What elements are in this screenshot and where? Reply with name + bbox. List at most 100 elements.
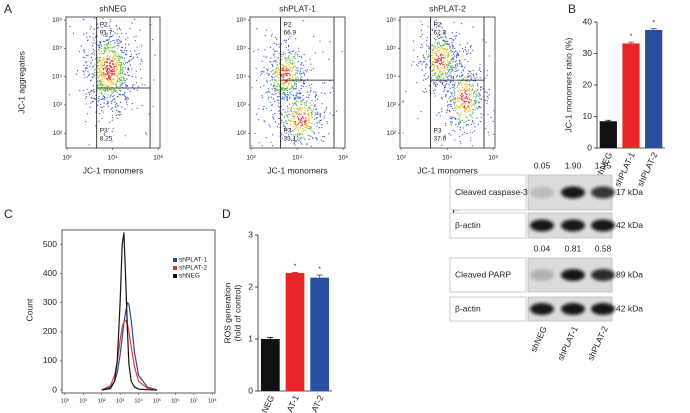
event-dot bbox=[306, 143, 308, 145]
event-dot bbox=[115, 107, 117, 109]
event-dot bbox=[112, 110, 114, 112]
event-dot bbox=[106, 44, 108, 47]
lane-label: shPLAT-1 bbox=[555, 324, 580, 362]
event-dot bbox=[135, 35, 137, 38]
y-tick-label: 200 bbox=[43, 326, 57, 336]
event-dot bbox=[107, 52, 109, 54]
event-dot bbox=[291, 85, 293, 87]
event-dot bbox=[440, 81, 442, 83]
event-dot bbox=[116, 33, 118, 35]
event-dot bbox=[112, 51, 114, 53]
event-dot bbox=[112, 78, 114, 80]
y-tick-label: 10⁶ bbox=[236, 17, 246, 24]
event-dot bbox=[108, 51, 110, 54]
event-dot bbox=[437, 47, 439, 49]
event-dot bbox=[278, 99, 280, 102]
event-dot bbox=[266, 80, 268, 82]
event-dot bbox=[402, 100, 404, 102]
event-dot bbox=[298, 55, 300, 58]
event-dot bbox=[263, 120, 265, 122]
region-name: P2 bbox=[434, 22, 442, 29]
event-dot bbox=[293, 139, 295, 141]
event-dot bbox=[308, 107, 310, 109]
event-dot bbox=[102, 76, 104, 78]
event-dot bbox=[475, 73, 477, 75]
event-dot bbox=[109, 64, 111, 66]
event-dot bbox=[285, 129, 287, 131]
event-dot bbox=[90, 25, 92, 27]
event-dot bbox=[100, 82, 102, 84]
event-dot bbox=[422, 61, 424, 63]
event-dot bbox=[465, 125, 467, 127]
significance-mark: * bbox=[294, 263, 297, 270]
event-dot bbox=[451, 51, 453, 53]
event-dot bbox=[101, 75, 103, 77]
event-dot bbox=[282, 53, 284, 55]
event-dot bbox=[113, 78, 115, 80]
event-dot bbox=[128, 69, 130, 71]
event-dot bbox=[461, 47, 464, 50]
event-dot bbox=[464, 109, 466, 111]
event-dot bbox=[100, 66, 102, 68]
event-dot bbox=[290, 107, 292, 109]
x-tick-label: 10² bbox=[62, 155, 72, 162]
event-dot bbox=[281, 55, 283, 58]
event-dot bbox=[280, 89, 283, 91]
event-dot bbox=[300, 55, 302, 57]
event-dot bbox=[283, 87, 285, 90]
event-dot bbox=[445, 96, 447, 98]
event-dot bbox=[109, 94, 111, 97]
event-dot bbox=[402, 132, 404, 134]
event-dot bbox=[289, 66, 291, 68]
event-dot bbox=[119, 56, 121, 58]
event-dot bbox=[450, 67, 452, 69]
event-dot bbox=[275, 72, 277, 74]
event-dot bbox=[308, 117, 310, 119]
event-dot bbox=[302, 116, 304, 118]
event-dot bbox=[457, 99, 459, 101]
event-dot bbox=[273, 76, 275, 78]
event-dot bbox=[303, 64, 305, 66]
event-dot bbox=[115, 39, 118, 41]
event-dot bbox=[435, 85, 437, 87]
event-dot bbox=[456, 86, 458, 88]
event-dot bbox=[112, 63, 114, 66]
event-dot bbox=[486, 70, 488, 72]
event-dot bbox=[298, 81, 300, 83]
event-dot bbox=[301, 85, 303, 87]
event-dot bbox=[451, 59, 453, 61]
event-dot bbox=[459, 44, 461, 46]
event-dot bbox=[472, 49, 474, 52]
y-tick-label: 0 bbox=[587, 142, 592, 152]
event-dot bbox=[453, 84, 455, 86]
event-dot bbox=[284, 70, 286, 73]
event-dot bbox=[117, 80, 119, 82]
event-dot bbox=[436, 67, 439, 69]
y-tick-label: 10⁶ bbox=[52, 17, 62, 24]
event-dot bbox=[454, 117, 456, 119]
event-dot bbox=[468, 70, 470, 72]
event-dot bbox=[118, 93, 120, 96]
event-dot bbox=[473, 92, 475, 94]
event-dot bbox=[285, 69, 287, 71]
event-dot bbox=[437, 24, 439, 27]
event-dot bbox=[462, 78, 464, 80]
event-dot bbox=[290, 80, 292, 82]
event-dot bbox=[286, 94, 289, 96]
event-dot bbox=[123, 62, 125, 65]
category-label: shPLAT-2 bbox=[635, 150, 660, 188]
event-dot bbox=[99, 80, 101, 83]
event-dot bbox=[107, 71, 109, 73]
event-dot bbox=[285, 66, 287, 68]
event-dot bbox=[312, 108, 315, 110]
event-dot bbox=[305, 124, 307, 126]
event-dot bbox=[451, 103, 453, 105]
legend-swatch bbox=[173, 274, 177, 278]
event-dot bbox=[110, 28, 112, 30]
event-dot bbox=[300, 64, 302, 66]
event-dot bbox=[487, 97, 489, 99]
event-dot bbox=[280, 113, 282, 115]
event-dot bbox=[101, 58, 103, 60]
event-dot bbox=[303, 80, 305, 82]
event-dot bbox=[470, 89, 472, 92]
